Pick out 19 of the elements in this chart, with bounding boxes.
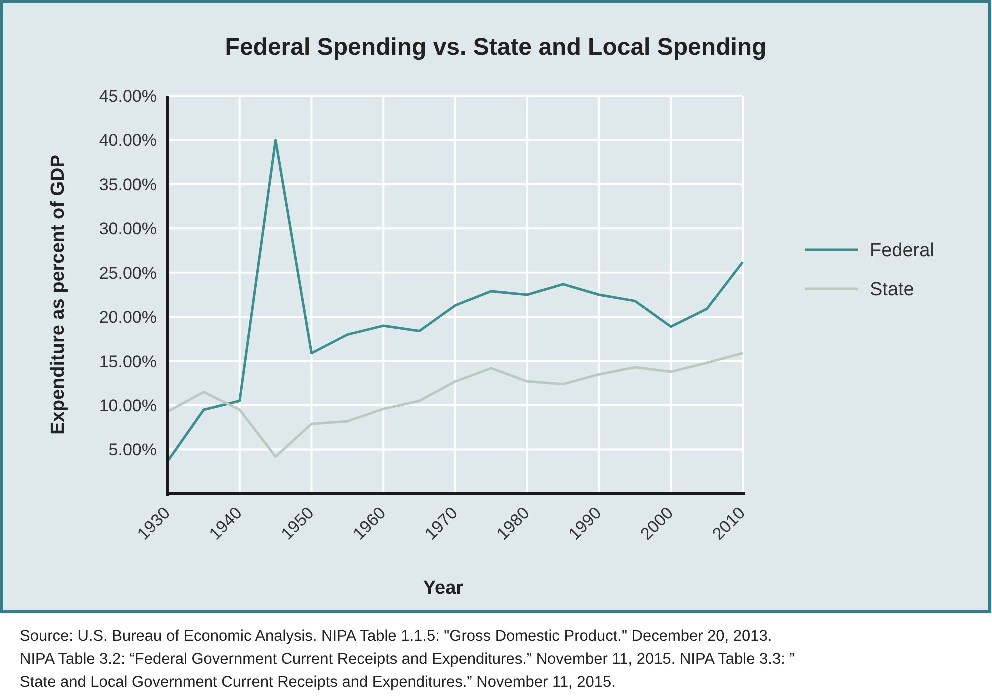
line-series [166,138,744,463]
legend-label: Federal [870,240,934,262]
text: State and Local Government Current Receipts and Expenditures.” November 11, 2015. [20,674,616,691]
y-tick-label: 40.00% [99,131,157,150]
y-tick-label: 10.00% [99,396,157,416]
source-note: Source: U.S. Bureau of Economic Analysis. NIPA Table 1.1.5: "Gross Domestic Product." December 20, 2013. [20,628,772,645]
line-series [166,352,744,458]
legend-label: State [870,280,914,301]
y-tick-label: 15.00% [99,352,157,372]
y-tick-label: 35.00% [99,175,157,194]
y-axis-title: Expenditure as percent of GDP [48,154,69,435]
y-tick-label: 30.00% [99,220,157,239]
y-tick-label: 5.00% [108,440,157,460]
chart-title: Federal Spending vs. State and Local Spending [225,34,767,61]
x-axis-title: Year [423,578,464,599]
y-tick-label: 45.00% [99,86,157,106]
text: NIPA Table 3.2: “Federal Government Current Receipts and Expenditures.” November 11, 2015. NIPA Table 3.3: ” [20,651,795,668]
y-tick-label: 25.00% [99,264,157,283]
y-tick-label: 20.00% [99,308,157,328]
